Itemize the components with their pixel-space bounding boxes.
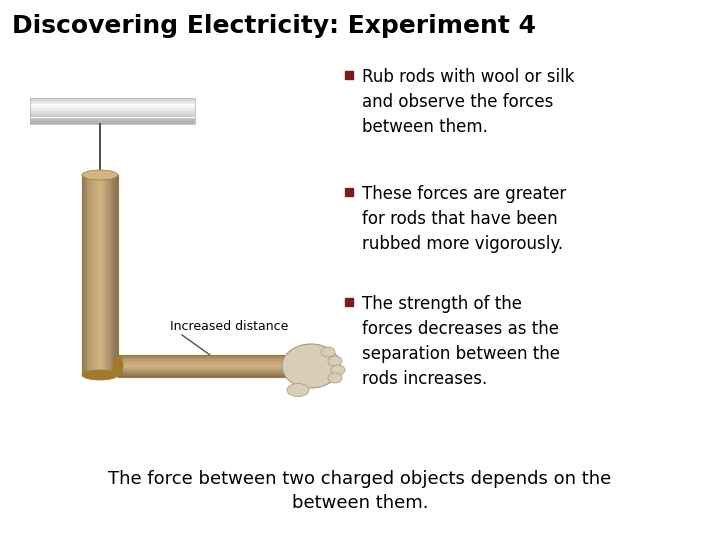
Bar	[30, 115, 195, 116]
Bar	[118, 363, 288, 364]
Bar	[118, 364, 288, 365]
Bar	[30, 111, 195, 112]
Bar	[118, 365, 288, 366]
Bar	[86, 175, 87, 375]
Bar	[345, 188, 353, 196]
Bar	[109, 175, 111, 375]
Ellipse shape	[113, 355, 123, 377]
Text: Discovering Electricity: Experiment 4: Discovering Electricity: Experiment 4	[12, 14, 536, 38]
Ellipse shape	[282, 344, 340, 388]
Bar	[88, 175, 89, 375]
Bar	[118, 371, 288, 372]
Ellipse shape	[82, 170, 118, 180]
Bar	[117, 175, 118, 375]
Bar	[118, 372, 288, 373]
Bar	[100, 175, 102, 375]
Bar	[30, 116, 195, 118]
Bar	[95, 175, 96, 375]
Bar	[30, 99, 195, 100]
Bar	[118, 373, 288, 374]
Bar	[30, 100, 195, 102]
Bar	[118, 374, 288, 375]
Bar	[118, 359, 288, 360]
Bar	[93, 175, 94, 375]
Bar	[30, 106, 195, 107]
Text: Increased distance: Increased distance	[170, 320, 289, 333]
Bar	[118, 376, 288, 377]
Bar	[114, 175, 116, 375]
Text: The force between two charged objects depends on the
between them.: The force between two charged objects de…	[109, 470, 611, 511]
Bar	[99, 175, 100, 375]
Bar	[106, 175, 107, 375]
Bar	[30, 123, 195, 124]
Bar	[30, 98, 195, 99]
Bar	[91, 175, 93, 375]
Bar	[118, 364, 288, 365]
Bar	[30, 105, 195, 106]
Bar	[30, 112, 195, 113]
Bar	[118, 358, 288, 359]
Bar	[30, 119, 195, 120]
Bar	[30, 109, 195, 110]
Bar	[118, 361, 288, 362]
Bar	[345, 298, 353, 306]
Bar	[98, 175, 99, 375]
Bar	[30, 103, 195, 105]
Ellipse shape	[82, 370, 118, 380]
Bar	[96, 175, 98, 375]
Text: Rub rods with wool or silk
and observe the forces
between them.: Rub rods with wool or silk and observe t…	[362, 68, 575, 136]
Bar	[118, 370, 288, 371]
Bar	[345, 71, 353, 79]
Text: The strength of the
forces decreases as the
separation between the
rods increase: The strength of the forces decreases as …	[362, 295, 560, 388]
Bar	[84, 175, 86, 375]
Bar	[30, 122, 195, 123]
Bar	[30, 113, 195, 115]
Bar	[118, 369, 288, 370]
Bar	[118, 355, 288, 356]
Bar	[30, 107, 195, 109]
Bar	[118, 360, 288, 361]
Bar	[105, 175, 106, 375]
Bar	[89, 175, 91, 375]
Ellipse shape	[321, 347, 335, 357]
Bar	[94, 175, 95, 375]
Bar	[112, 175, 113, 375]
Bar	[118, 366, 288, 367]
Bar	[102, 175, 104, 375]
Bar	[118, 357, 288, 358]
Bar	[30, 102, 195, 103]
Bar	[111, 175, 112, 375]
Bar	[113, 175, 114, 375]
Bar	[107, 175, 109, 375]
Bar	[118, 367, 288, 368]
Text: These forces are greater
for rods that have been
rubbed more vigorously.: These forces are greater for rods that h…	[362, 185, 566, 253]
Bar	[30, 110, 195, 111]
Bar	[118, 356, 288, 357]
Bar	[30, 120, 195, 122]
Bar	[118, 375, 288, 376]
Bar	[118, 368, 288, 369]
Bar	[116, 175, 117, 375]
Bar	[87, 175, 88, 375]
Bar	[82, 175, 84, 375]
Ellipse shape	[328, 356, 342, 366]
Ellipse shape	[328, 373, 342, 383]
Ellipse shape	[283, 355, 293, 377]
Bar	[104, 175, 105, 375]
Bar	[30, 118, 195, 119]
Ellipse shape	[287, 383, 309, 396]
Bar	[118, 362, 288, 363]
Bar	[30, 98, 195, 124]
Ellipse shape	[331, 365, 345, 375]
